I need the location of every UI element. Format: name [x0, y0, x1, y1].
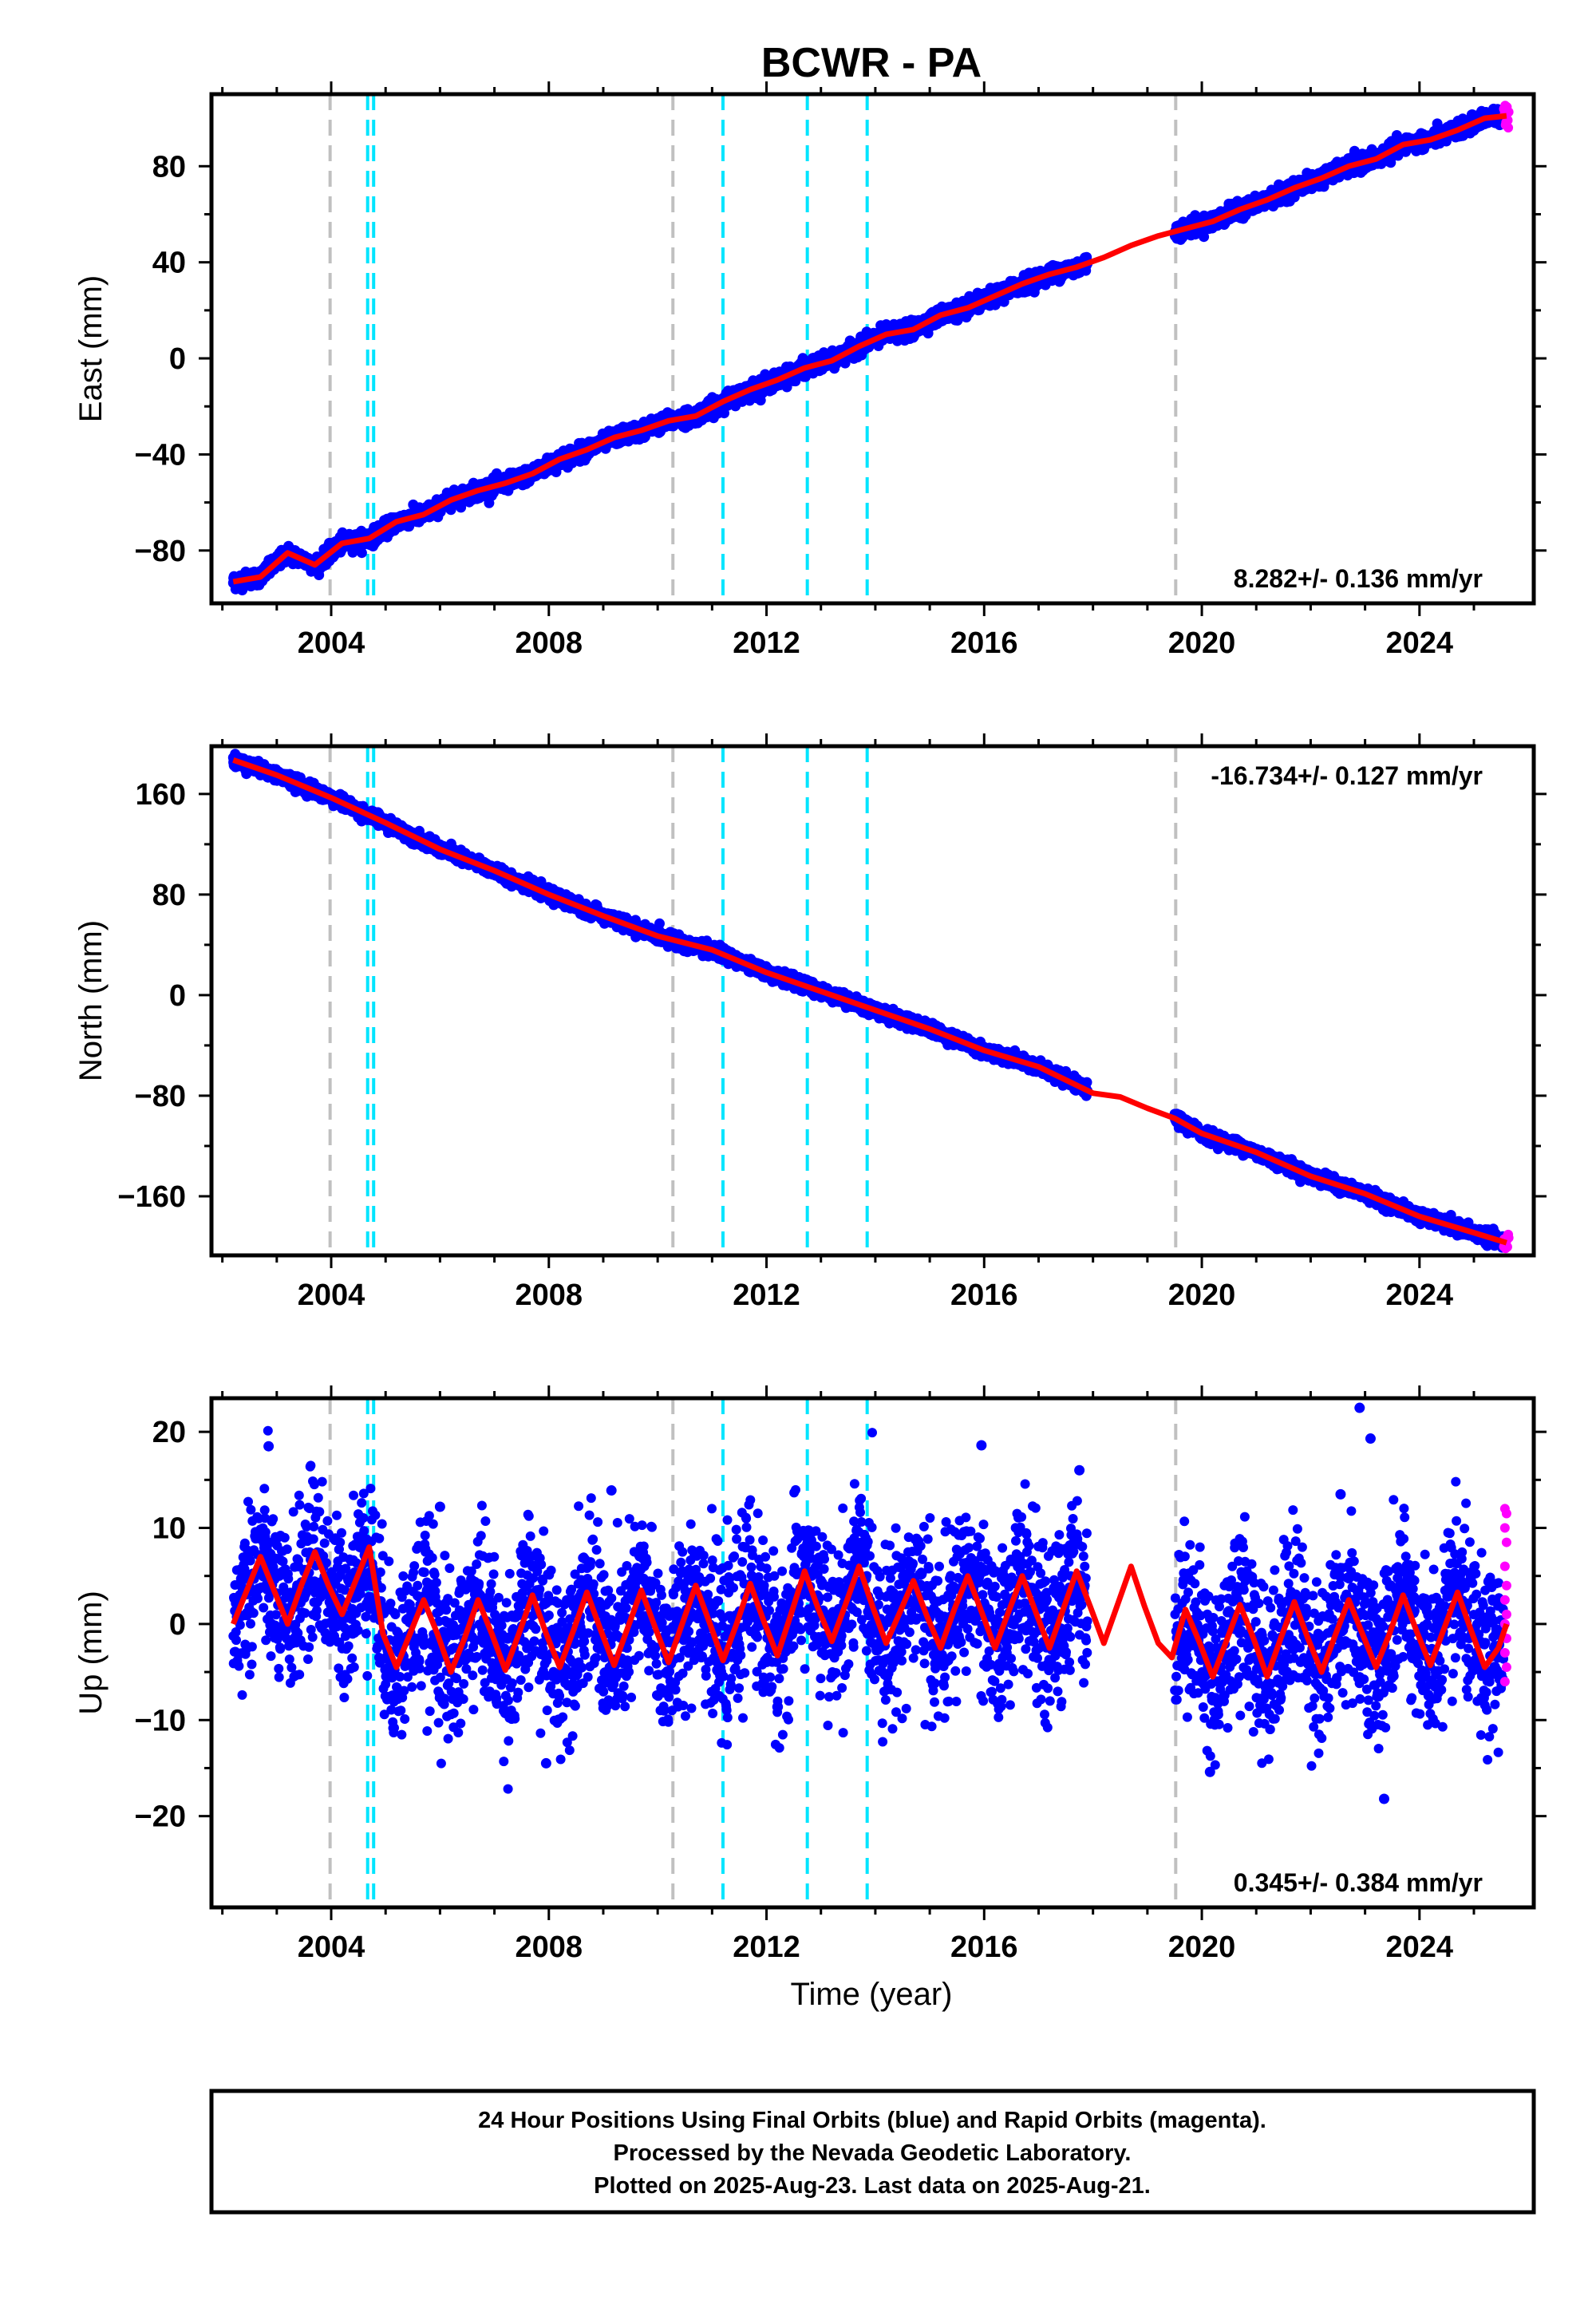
- y-tick-label: 80: [152, 150, 186, 184]
- plot-area: [227, 94, 1514, 603]
- figure-title: BCWR - PA: [761, 40, 982, 86]
- y-tick-label: −80: [135, 535, 186, 568]
- y-tick-label: 0: [169, 342, 186, 376]
- velocity-rate-label: 8.282+/- 0.136 mm/yr: [1234, 564, 1483, 593]
- y-tick-label: 40: [152, 247, 186, 280]
- x-tick-label: 2004: [298, 626, 365, 660]
- data-point: [781, 381, 792, 393]
- x-tick-label: 2012: [733, 626, 800, 660]
- x-tick-label: 2020: [1168, 626, 1236, 660]
- y-tick-label: −40: [135, 438, 186, 472]
- x-tick-label: 2024: [1386, 626, 1454, 660]
- panel-east: 2004 2008 2012 2016 2020 2024 −80 −40 0 40 80 East …: [73, 81, 1547, 660]
- x-tick-label: 2008: [516, 626, 583, 660]
- rapid-point: [1503, 123, 1514, 133]
- y-axis-label: East (mm): [73, 275, 109, 422]
- x-tick-label: 2016: [950, 626, 1018, 660]
